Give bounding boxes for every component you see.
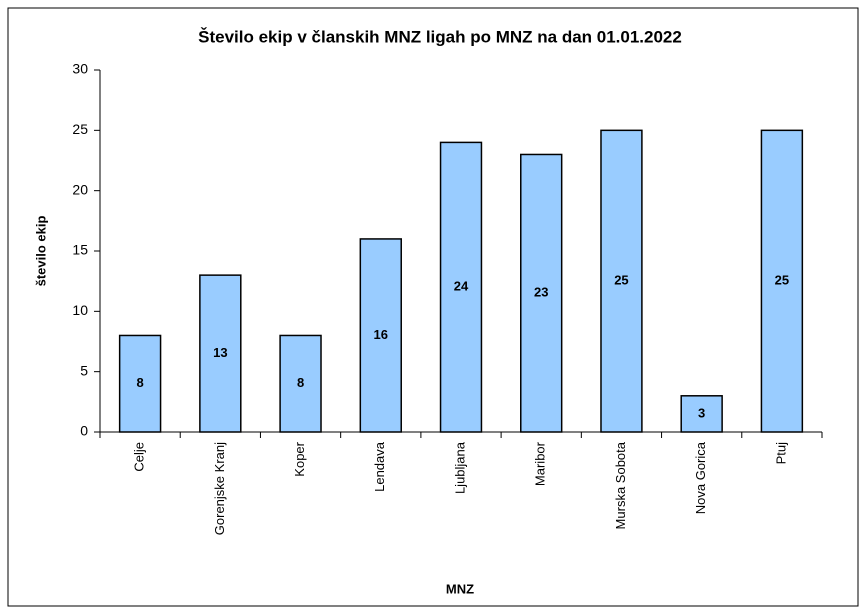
y-tick-label: 15 bbox=[72, 242, 88, 258]
data-label: 16 bbox=[374, 327, 388, 342]
x-tick-label: Lendava bbox=[372, 441, 387, 492]
data-label: 8 bbox=[136, 375, 143, 390]
x-tick-label: Ptuj bbox=[773, 442, 788, 465]
y-tick-label: 0 bbox=[80, 423, 88, 439]
x-tick-label: Nova Gorica bbox=[693, 441, 708, 514]
bar bbox=[439, 141, 483, 433]
x-tick-label: Maribor bbox=[533, 441, 548, 486]
bar bbox=[600, 129, 643, 433]
x-tick-label: Gorenjske Kranj bbox=[212, 442, 227, 535]
x-tick-label: Koper bbox=[292, 441, 307, 476]
bar bbox=[520, 153, 563, 433]
y-tick-label: 30 bbox=[72, 61, 88, 77]
y-tick-label: 20 bbox=[72, 181, 88, 197]
chart-frame bbox=[7, 7, 859, 607]
data-label: 24 bbox=[454, 279, 469, 294]
x-tick-label: Ljubljana bbox=[452, 441, 467, 494]
data-label: 25 bbox=[775, 273, 789, 288]
bar bbox=[279, 334, 322, 433]
y-axis-label: število ekip bbox=[33, 216, 48, 287]
data-label: 25 bbox=[614, 273, 628, 288]
x-axis-label: MNZ bbox=[446, 581, 474, 596]
x-tick-label: Murska Sobota bbox=[613, 441, 628, 529]
bar bbox=[760, 129, 804, 433]
data-label: 13 bbox=[213, 345, 227, 360]
bar bbox=[359, 238, 402, 433]
chart-title: Število ekip v članskih MNZ ligah po MNZ… bbox=[198, 27, 682, 46]
bar bbox=[199, 274, 242, 433]
bar bbox=[118, 334, 162, 433]
bar bbox=[680, 395, 723, 433]
data-label: 23 bbox=[534, 285, 548, 300]
y-tick-label: 5 bbox=[80, 362, 88, 378]
y-tick-label: 25 bbox=[72, 121, 88, 137]
data-label: 8 bbox=[297, 375, 304, 390]
data-label: 3 bbox=[698, 405, 705, 420]
x-tick-label: Celje bbox=[132, 442, 147, 472]
y-tick-label: 10 bbox=[72, 302, 88, 318]
